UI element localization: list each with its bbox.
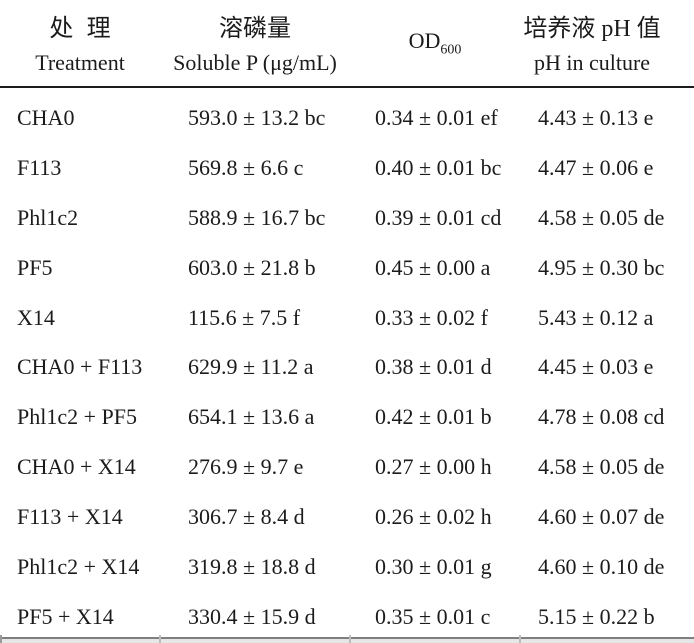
column-border-tick bbox=[349, 634, 351, 643]
cell-ph: 4.95 ± 0.30 bc bbox=[538, 254, 665, 280]
cell-treatment: F113 bbox=[17, 154, 62, 180]
table-row: Phl1c2 + PF5 654.1 ± 13.6 a 0.42 ± 0.01 … bbox=[0, 387, 694, 437]
table-body: CHA0 593.0 ± 13.2 bc 0.34 ± 0.01 ef 4.43… bbox=[0, 87, 694, 639]
cell-soluble-p: 629.9 ± 11.2 a bbox=[188, 354, 314, 380]
cell-ph: 4.60 ± 0.07 de bbox=[538, 504, 665, 530]
header-cell-ph: 培养液 pH 值 pH in culture bbox=[520, 0, 694, 88]
table-row: CHA0 + X14 276.9 ± 9.7 e 0.27 ± 0.00 h 4… bbox=[0, 437, 694, 487]
cell-treatment: X14 bbox=[17, 304, 55, 330]
header-treatment-zh: 处理 bbox=[49, 16, 124, 42]
cell-soluble-p: 588.9 ± 16.7 bc bbox=[188, 204, 326, 230]
od600-subscript: 600 bbox=[440, 42, 462, 58]
cell-od600: 0.26 ± 0.02 h bbox=[375, 504, 492, 530]
header-od600-label: OD600 bbox=[350, 28, 520, 58]
header-cell-treatment: 处理 Treatment bbox=[0, 0, 160, 88]
header-soluble-p-en: Soluble P (μg/mL) bbox=[173, 50, 337, 75]
header-cell-od600: OD600 bbox=[350, 0, 520, 88]
cell-treatment: Phl1c2 + X14 bbox=[17, 553, 140, 579]
cell-soluble-p: 654.1 ± 13.6 a bbox=[188, 404, 315, 430]
cell-od600: 0.42 ± 0.01 b bbox=[375, 404, 492, 430]
cell-treatment: CHA0 + X14 bbox=[17, 454, 136, 480]
cell-soluble-p: 593.0 ± 13.2 bc bbox=[188, 104, 326, 130]
table-row: Phl1c2 588.9 ± 16.7 bc 0.39 ± 0.01 cd 4.… bbox=[0, 188, 694, 238]
header-cell-soluble-p: 溶磷量 Soluble P (μg/mL) bbox=[160, 0, 350, 88]
column-border-tick bbox=[159, 634, 161, 643]
cell-soluble-p: 306.7 ± 8.4 d bbox=[188, 504, 305, 530]
header-row: 处理 Treatment 溶磷量 Soluble P (μg/mL) OD600… bbox=[0, 0, 694, 88]
cell-soluble-p: 319.8 ± 18.8 d bbox=[188, 553, 316, 579]
cell-treatment: CHA0 + F113 bbox=[17, 354, 143, 380]
cell-soluble-p: 330.4 ± 15.9 d bbox=[160, 586, 350, 639]
cell-treatment: PF5 + X14 bbox=[0, 586, 160, 639]
cell-ph: 4.43 ± 0.13 e bbox=[538, 104, 654, 130]
column-border-tick bbox=[0, 634, 2, 643]
cell-ph: 4.45 ± 0.03 e bbox=[538, 354, 654, 380]
cell-od600: 0.39 ± 0.01 cd bbox=[375, 204, 502, 230]
cell-od600: 0.30 ± 0.01 g bbox=[375, 553, 492, 579]
cell-ph: 4.60 ± 0.10 de bbox=[538, 553, 665, 579]
cell-treatment: Phl1c2 bbox=[17, 204, 79, 230]
cell-ph: 4.58 ± 0.05 de bbox=[538, 454, 665, 480]
scan-artifact-band bbox=[0, 634, 694, 643]
cell-ph: 4.58 ± 0.05 de bbox=[538, 204, 665, 230]
cell-od600: 0.27 ± 0.00 h bbox=[375, 454, 492, 480]
cell-treatment: F113 + X14 bbox=[17, 504, 123, 530]
cell-od600: 0.34 ± 0.01 ef bbox=[375, 104, 498, 130]
table-row: X14 115.6 ± 7.5 f 0.33 ± 0.02 f 5.43 ± 0… bbox=[0, 288, 694, 338]
cell-od600: 0.38 ± 0.01 d bbox=[375, 354, 492, 380]
column-border-tick bbox=[519, 634, 521, 643]
cell-od600: 0.35 ± 0.01 c bbox=[350, 586, 520, 639]
cell-soluble-p: 276.9 ± 9.7 e bbox=[188, 454, 304, 480]
cell-ph: 5.15 ± 0.22 b bbox=[520, 586, 694, 639]
header-ph-zh: 培养液 pH 值 bbox=[523, 16, 661, 42]
table-row: F113 569.8 ± 6.6 c 0.40 ± 0.01 bc 4.47 ±… bbox=[0, 138, 694, 188]
table-row: CHA0 + F113 629.9 ± 11.2 a 0.38 ± 0.01 d… bbox=[0, 337, 694, 387]
cell-soluble-p: 569.8 ± 6.6 c bbox=[188, 154, 304, 180]
table-row: F113 + X14 306.7 ± 8.4 d 0.26 ± 0.02 h 4… bbox=[0, 487, 694, 537]
od600-text: OD bbox=[408, 27, 441, 53]
cell-od600: 0.33 ± 0.02 f bbox=[375, 304, 488, 330]
table-row: PF5 + X14 330.4 ± 15.9 d 0.35 ± 0.01 c 5… bbox=[0, 586, 694, 639]
cell-treatment: Phl1c2 + PF5 bbox=[17, 404, 137, 430]
cell-ph: 5.43 ± 0.12 a bbox=[538, 304, 654, 330]
header-soluble-p-zh: 溶磷量 bbox=[219, 16, 291, 42]
cell-od600: 0.40 ± 0.01 bc bbox=[375, 154, 502, 180]
cell-treatment: PF5 bbox=[17, 254, 53, 280]
cell-ph: 4.47 ± 0.06 e bbox=[538, 154, 654, 180]
header-treatment-en: Treatment bbox=[35, 50, 125, 75]
cell-soluble-p: 603.0 ± 21.8 b bbox=[188, 254, 316, 280]
table-row: Phl1c2 + X14 319.8 ± 18.8 d 0.30 ± 0.01 … bbox=[0, 537, 694, 587]
header-ph-en: pH in culture bbox=[533, 50, 651, 75]
cell-od600: 0.45 ± 0.00 a bbox=[375, 254, 491, 280]
cell-treatment: CHA0 bbox=[17, 104, 75, 130]
table-row: CHA0 593.0 ± 13.2 bc 0.34 ± 0.01 ef 4.43… bbox=[0, 87, 694, 138]
table-header: 处理 Treatment 溶磷量 Soluble P (μg/mL) OD600… bbox=[0, 0, 694, 88]
table-row: PF5 603.0 ± 21.8 b 0.45 ± 0.00 a 4.95 ± … bbox=[0, 238, 694, 288]
cell-ph: 4.78 ± 0.08 cd bbox=[538, 404, 665, 430]
cell-soluble-p: 115.6 ± 7.5 f bbox=[188, 304, 301, 330]
